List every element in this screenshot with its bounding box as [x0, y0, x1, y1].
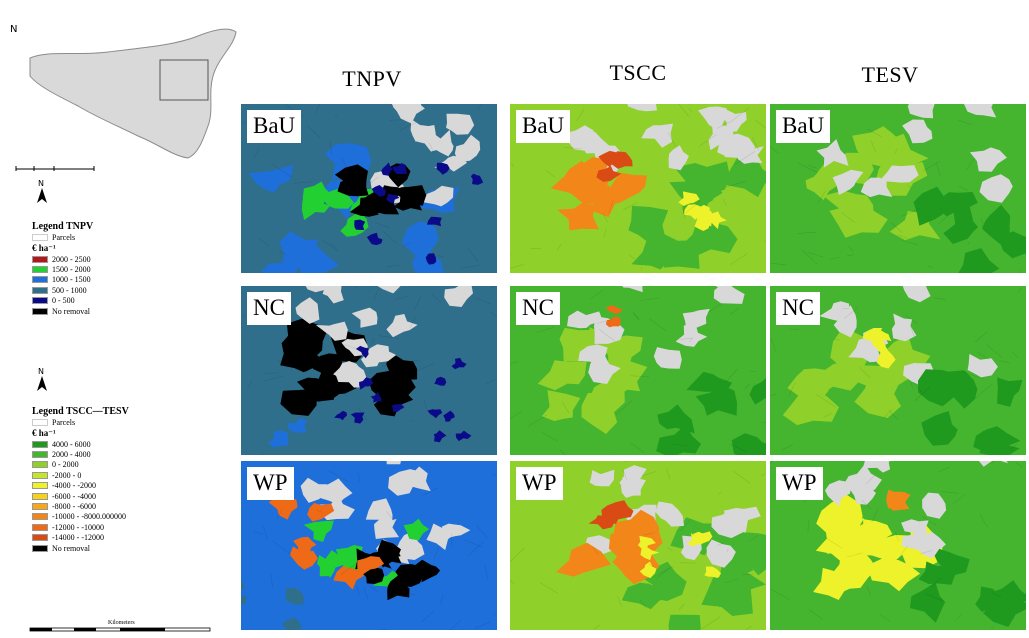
legend-tscc-item: 0 - 2000	[32, 460, 222, 470]
legend-tscc-parcels: Parcels	[32, 417, 222, 428]
map-panel-tnpv-nc: NC	[241, 286, 497, 455]
legend-tscc-item: 2000 - 4000	[32, 449, 222, 459]
scenario-label-bau: BaU	[247, 110, 301, 143]
legend-tscc-item: No removal	[32, 543, 222, 553]
legend-tscc-swatch	[32, 503, 48, 510]
map-panel-tesv-nc: NC	[770, 286, 1026, 455]
legend-tnpv-swatch	[32, 256, 48, 263]
column-title-tesv: TESV	[800, 62, 980, 88]
legend-tnpv-label: 500 - 1000	[52, 286, 87, 295]
legend-tscc-item: -2000 - 0	[32, 470, 222, 480]
legend-tnpv-title: Legend TNPV	[32, 221, 212, 232]
legend-tscc-swatch	[32, 545, 48, 552]
legend-tscc-label: 0 - 2000	[52, 460, 79, 469]
legend-tnpv-swatch	[32, 276, 48, 283]
legend-tnpv-item: 2000 - 2500	[32, 254, 212, 264]
sicily-overview-map: N	[8, 6, 240, 166]
scenario-label-bau: BaU	[776, 110, 830, 143]
legend-tnpv-label: 0 - 500	[52, 296, 75, 305]
legend-tnpv-item: 500 - 1000	[32, 285, 212, 295]
legend-tscc-swatch	[32, 524, 48, 531]
overview-scale-bar	[14, 160, 104, 170]
legend-tscc-label: -4000 - -2000	[52, 481, 96, 490]
legend-tnpv-label: 2000 - 2500	[52, 255, 91, 264]
legend-tscc-item: -14000 - -12000	[32, 533, 222, 543]
legend-tnpv-label: No removal	[52, 307, 90, 316]
legend-tnpv-label: 1500 - 2000	[52, 265, 91, 274]
legend-tnpv-label: 1000 - 1500	[52, 275, 91, 284]
legend-tscc-item: -8000 - -6000	[32, 501, 222, 511]
legend-tnpv-swatch	[32, 308, 48, 315]
column-title-tscc: TSCC	[548, 60, 728, 86]
legend-tscc-swatch	[32, 482, 48, 489]
legend-tscc-item: -10000 - -8000.000000	[32, 512, 222, 522]
map-panel-tesv-wp: WP	[770, 461, 1026, 630]
legend-tscc-label: No removal	[52, 544, 90, 553]
legend-tscc-swatch	[32, 441, 48, 448]
scenario-label-wp: WP	[776, 467, 823, 500]
map-panel-tnpv-wp: WP	[241, 461, 497, 630]
legend-tnpv-swatch	[32, 266, 48, 273]
map-panel-tscc-bau: BaU	[510, 104, 766, 273]
svg-text:N: N	[38, 179, 44, 188]
legend-tscc-item: -4000 - -2000	[32, 481, 222, 491]
legend-tnpv-item: 1500 - 2000	[32, 264, 212, 274]
north-arrow-icon: N	[33, 178, 51, 204]
bottom-scale-bar: Kilometers	[28, 620, 216, 634]
legend-tscc-label: -14000 - -12000	[52, 533, 104, 542]
svg-text:N: N	[38, 367, 44, 376]
scenario-label-nc: NC	[776, 292, 820, 325]
legend-tscc-swatch	[32, 461, 48, 468]
map-panel-tnpv-bau: BaU	[241, 104, 497, 273]
legend-tscc-swatch	[32, 493, 48, 500]
map-panel-tesv-bau: BaU	[770, 104, 1026, 273]
legend-tscc-item: -12000 - -10000	[32, 522, 222, 532]
map-panel-tscc-nc: NC	[510, 286, 766, 455]
legend-tscc-item: -6000 - -4000	[32, 491, 222, 501]
overview-north-label: N	[10, 24, 17, 35]
map-panel-tscc-wp: WP	[510, 461, 766, 630]
legend-tscc-label: -2000 - 0	[52, 471, 81, 480]
legend-tnpv-parcels: Parcels	[32, 232, 212, 243]
legend-tnpv-swatch	[32, 297, 48, 304]
north-arrow-icon: N	[33, 366, 51, 392]
legend-tscc-title: Legend TSCC—TESV	[32, 406, 222, 417]
legend-tnpv-swatch	[32, 287, 48, 294]
legend-tscc-label: 2000 - 4000	[52, 450, 91, 459]
legend-tscc-swatch	[32, 451, 48, 458]
legend-tscc-label: -10000 - -8000.000000	[52, 512, 126, 521]
legend-tscc-label: -12000 - -10000	[52, 523, 104, 532]
legend-tnpv-item: 0 - 500	[32, 296, 212, 306]
scenario-label-wp: WP	[247, 467, 294, 500]
scenario-label-nc: NC	[247, 292, 291, 325]
scenario-label-nc: NC	[516, 292, 560, 325]
legend-tscc-swatch	[32, 534, 48, 541]
column-title-tnpv: TNPV	[282, 66, 462, 92]
scenario-label-wp: WP	[516, 467, 563, 500]
legend-tscc-swatch	[32, 513, 48, 520]
legend-tscc-unit: € ha⁻¹	[32, 428, 222, 439]
legend-tscc-label: -6000 - -4000	[52, 492, 96, 501]
legend-tnpv-unit: € ha⁻¹	[32, 243, 212, 254]
sicily-island-shape	[30, 29, 236, 158]
legend-tscc-tesv: Legend TSCC—TESV Parcels € ha⁻¹ 4000 - 6…	[32, 406, 222, 553]
legend-tscc-swatch	[32, 472, 48, 479]
legend-tscc-label: 4000 - 6000	[52, 440, 91, 449]
scenario-label-bau: BaU	[516, 110, 570, 143]
legend-tscc-label: -8000 - -6000	[52, 502, 96, 511]
legend-tnpv-item: 1000 - 1500	[32, 275, 212, 285]
legend-tnpv-item: No removal	[32, 306, 212, 316]
legend-tscc-item: 4000 - 6000	[32, 439, 222, 449]
